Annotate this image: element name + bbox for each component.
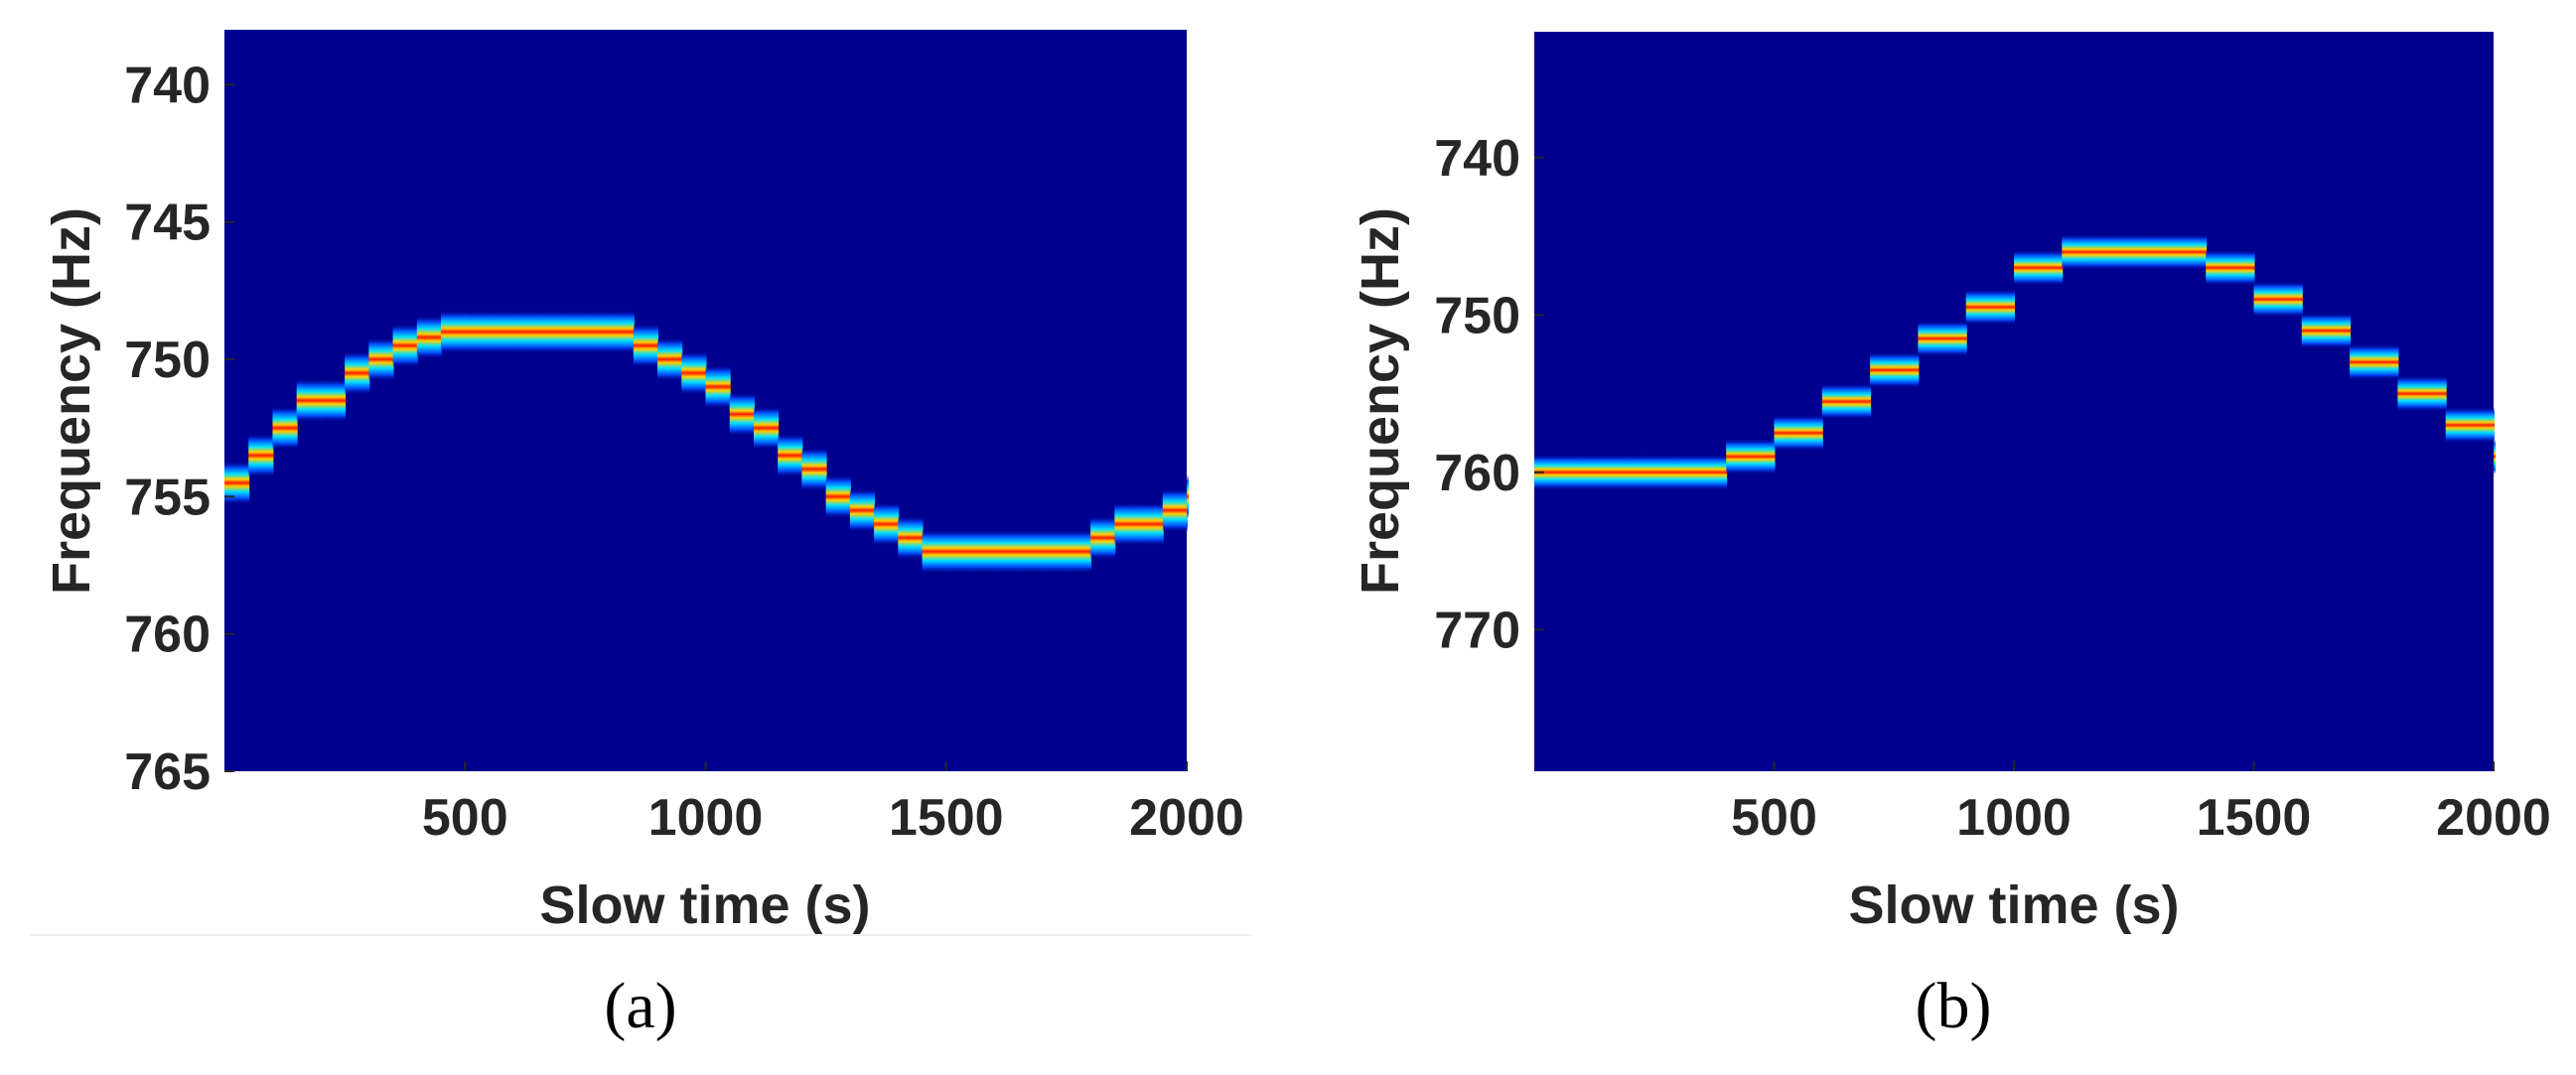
panel-b-y-tick-label: 760 xyxy=(1434,445,1520,502)
panel-a-ridge-segment xyxy=(536,310,563,354)
panel-a-ridge-segment xyxy=(1187,474,1189,519)
panel-a-x-tick-label: 1500 xyxy=(889,789,1004,847)
panel-a-y-ticks: 740 745 750 755 760 765 xyxy=(124,57,234,801)
panel-b-ridge xyxy=(1534,233,2496,490)
panel-a-ridge-segment xyxy=(874,502,900,546)
panel-b-ridge-segment xyxy=(1821,383,1872,420)
panel-a-ridge-segment xyxy=(1162,488,1188,533)
panel-b-ridge-segment xyxy=(1774,415,1823,452)
panel-b-x-ticks: 500 1000 1500 2000 xyxy=(1731,761,2551,847)
panel-b-y-tick-label: 770 xyxy=(1434,602,1520,659)
panel-a-ridge-segment xyxy=(585,310,611,354)
panel-a-ridge-segment xyxy=(729,392,755,437)
panel-a-ridge-segment xyxy=(898,515,924,560)
panel-b-ridge-segment xyxy=(1677,454,1728,490)
panel-a-ridge-segment xyxy=(512,310,538,354)
panel-a-ridge-segment xyxy=(922,529,947,574)
panel-a-caption: (a) xyxy=(604,970,676,1042)
panel-b-x-tick-label: 500 xyxy=(1731,789,1817,847)
panel-b-ridge-segment xyxy=(2253,281,2303,318)
panel-b-y-tick-label: 740 xyxy=(1434,130,1520,188)
panel-a-ridge-segment xyxy=(849,488,876,533)
panel-b-ridge-segment xyxy=(1630,454,1679,490)
panel-a-ridge-segment xyxy=(994,529,1020,574)
panel-b-y-tick-label: 750 xyxy=(1434,287,1520,344)
panel-b-y-axis-label: Frequency (Hz) xyxy=(1351,207,1410,595)
panel-b-ridge-segment xyxy=(2014,249,2064,286)
panel-b-x-tick-label: 1500 xyxy=(2197,789,2312,847)
panel-b-ridge-segment xyxy=(2397,375,2447,412)
panel-a-y-tick-label: 760 xyxy=(124,606,211,664)
panel-b-ridge-segment xyxy=(1582,454,1632,490)
panel-a-ridge-segment xyxy=(248,433,274,477)
panel-a-ridge-segment xyxy=(489,310,514,354)
panel-a-ridge-segment xyxy=(1114,502,1140,546)
panel-a-ridge-segment xyxy=(1042,529,1068,574)
panel-a-y-tick-label: 765 xyxy=(124,743,211,801)
panel-a-ridge-segment xyxy=(778,433,803,477)
panel-a-y-tick-label: 740 xyxy=(124,57,211,114)
panel-a-ridge-segment xyxy=(224,461,250,505)
panel-a-ridge-segment xyxy=(1066,529,1092,574)
panel-b-caption: (b) xyxy=(1916,970,1992,1042)
panel-a-ridge-segment xyxy=(753,406,780,451)
panel-b-ridge-segment xyxy=(2157,233,2208,270)
panel-a-ridge-segment xyxy=(609,310,635,354)
panel-b-x-axis-label: Slow time (s) xyxy=(1848,875,2179,935)
panel-b-ridge-segment xyxy=(2350,343,2399,380)
panel-a: 500 1000 1500 2000 740 745 750 755 760 765 Slow … xyxy=(30,30,1251,1042)
panel-a-ridge-segment xyxy=(320,378,347,423)
panel-b-ridge-segment xyxy=(1870,351,1920,388)
panel-a-y-axis-label: Frequency (Hz) xyxy=(42,207,101,595)
panel-a-ridge-segment xyxy=(345,350,370,395)
panel-a-ridge-segment xyxy=(392,324,418,368)
panel-a-x-axis-label: Slow time (s) xyxy=(539,875,870,935)
panel-b-ridge-segment xyxy=(2109,233,2159,270)
panel-a-x-tick-label: 500 xyxy=(422,789,508,847)
panel-b-plot-area xyxy=(1534,32,2494,771)
panel-b-ridge-segment xyxy=(2062,233,2111,270)
panel-b-ridge-segment xyxy=(2206,249,2255,286)
panel-a-x-tick-label: 2000 xyxy=(1129,789,1244,847)
panel-b-ridge-segment xyxy=(2494,438,2496,474)
panel-a-ridge-segment xyxy=(272,406,298,451)
panel-a-ridge-segment xyxy=(801,447,827,491)
panel-a-y-tick-label: 755 xyxy=(124,469,211,526)
panel-b-ridge-segment xyxy=(2301,313,2352,349)
panel-a-ridge-segment xyxy=(1018,529,1044,574)
panel-a-y-tick-label: 750 xyxy=(124,332,211,389)
panel-a-ridge-segment xyxy=(296,378,322,423)
panel-a-ridge xyxy=(224,310,1189,574)
panel-a-ridge-segment xyxy=(368,337,394,381)
panel-a-x-ticks: 500 1000 1500 2000 xyxy=(422,761,1244,847)
panel-b-ridge-segment xyxy=(2445,407,2495,444)
panel-a-ridge-segment xyxy=(561,310,587,354)
panel-a-x-tick-label: 1000 xyxy=(648,789,764,847)
panel-a-ridge-segment xyxy=(825,474,851,519)
panel-a-ridge-segment xyxy=(657,337,683,381)
panel-b-x-tick-label: 1000 xyxy=(1956,789,2072,847)
panel-b-ridge-segment xyxy=(1965,289,2015,326)
panel-b-ridge-segment xyxy=(1918,321,1967,357)
panel-b-y-ticks: 740 750 760 770 xyxy=(1434,130,1544,659)
panel-a-ridge-segment xyxy=(969,529,996,574)
panel-a-ridge-segment xyxy=(1090,515,1116,560)
panel-a-ridge-segment xyxy=(441,310,467,354)
panel-a-ridge-segment xyxy=(681,350,707,395)
panel-b: 500 1000 1500 2000 740 750 760 770 Slow time (… xyxy=(1351,32,2551,1042)
panel-a-ridge-segment xyxy=(705,364,731,409)
panel-b-x-tick-label: 2000 xyxy=(2436,789,2551,847)
panel-a-ridge-segment xyxy=(633,324,659,368)
panel-a-y-tick-label: 745 xyxy=(124,195,211,252)
panel-a-ridge-segment xyxy=(465,310,491,354)
panel-a-ridge-segment xyxy=(1138,502,1164,546)
panel-a-ridge-segment xyxy=(945,529,971,574)
panel-b-ridge-segment xyxy=(1726,438,1776,474)
panel-a-ridge-segment xyxy=(416,315,443,359)
